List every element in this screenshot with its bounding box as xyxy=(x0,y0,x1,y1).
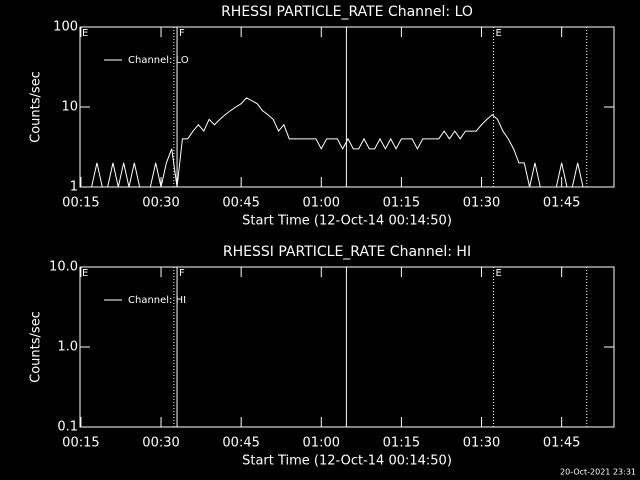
plot-frame xyxy=(79,266,615,428)
y-axis-label: Counts/sec xyxy=(29,311,44,383)
y-tick-label: 10.0 xyxy=(49,260,78,275)
x-tick-label: 01:15 xyxy=(383,196,420,211)
y-axis-label: Counts/sec xyxy=(29,71,44,143)
x-tick-label: 00:30 xyxy=(142,196,179,211)
event-flag: F xyxy=(179,268,185,279)
event-flag: F xyxy=(179,28,185,39)
x-tick-label: 01:45 xyxy=(543,196,580,211)
x-tick-label: 01:00 xyxy=(303,196,340,211)
x-tick-label: 01:00 xyxy=(303,436,340,451)
y-tick-label: 10 xyxy=(61,100,78,115)
chart-title: RHESSI PARTICLE_RATE Channel: HI xyxy=(223,244,471,260)
chart-title: RHESSI PARTICLE_RATE Channel: LO xyxy=(221,4,473,20)
x-tick-label: 00:15 xyxy=(62,196,99,211)
x-tick-label: 01:30 xyxy=(463,196,500,211)
x-axis-label: Start Time (12-Oct-14 00:14:50) xyxy=(242,454,452,469)
y-tick-label: 100 xyxy=(53,20,78,35)
x-tick-label: 00:15 xyxy=(62,436,99,451)
event-flag: E xyxy=(82,28,88,39)
event-flag: E xyxy=(496,268,502,279)
event-flag: E xyxy=(496,28,502,39)
x-axis-label: Start Time (12-Oct-14 00:14:50) xyxy=(242,214,452,229)
x-tick-label: 00:45 xyxy=(222,196,259,211)
x-tick-label: 01:30 xyxy=(463,436,500,451)
plot-frame xyxy=(79,26,615,188)
x-tick-label: 00:45 xyxy=(222,436,259,451)
footer: 20-Oct-2021 23:31 xyxy=(560,468,636,477)
legend-label: Channel: HI xyxy=(128,295,186,306)
event-flag: E xyxy=(82,268,88,279)
y-tick-label: 1 xyxy=(70,180,78,195)
x-tick-label: 01:45 xyxy=(543,436,580,451)
y-tick-label: 0.1 xyxy=(57,420,78,435)
y-tick-label: 1.0 xyxy=(57,340,78,355)
data-line xyxy=(80,97,600,188)
x-tick-label: 01:15 xyxy=(383,436,420,451)
legend-label: Channel: LO xyxy=(128,55,189,66)
x-tick-label: 00:30 xyxy=(142,436,179,451)
